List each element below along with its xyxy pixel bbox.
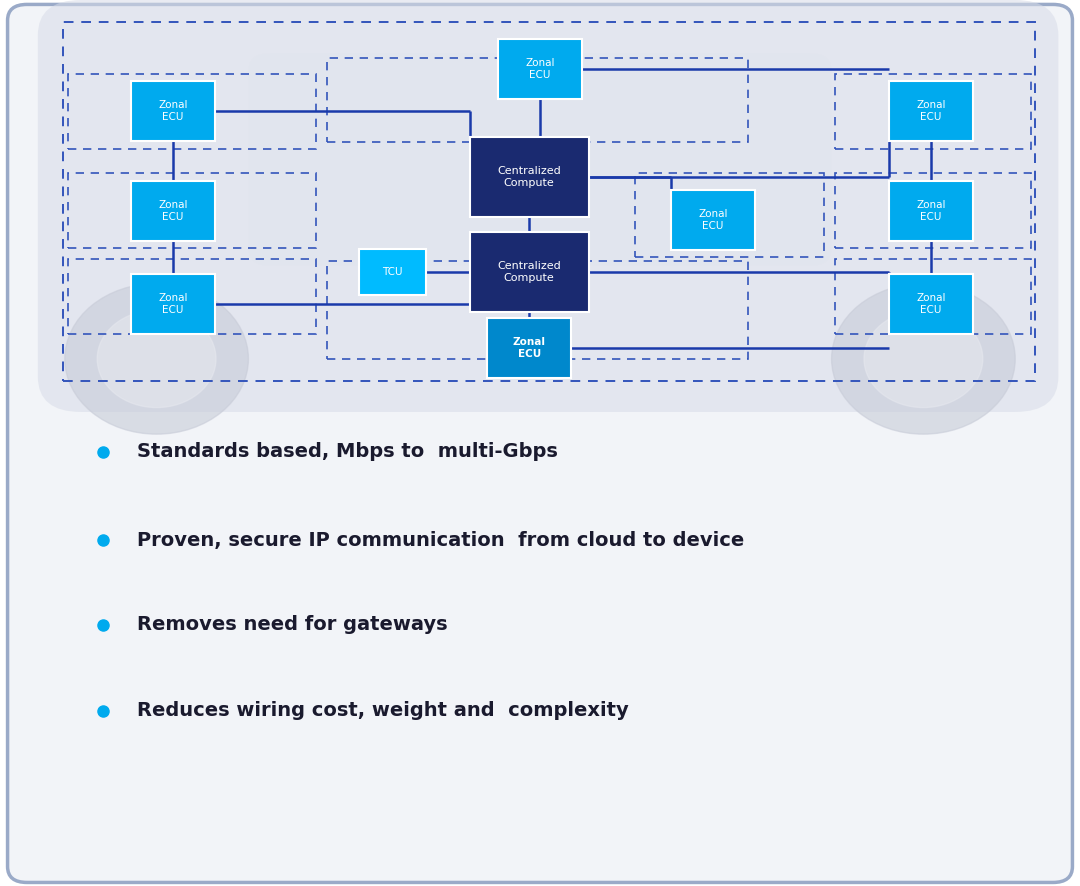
FancyBboxPatch shape	[889, 81, 973, 141]
Text: Zonal
ECU: Zonal ECU	[916, 200, 946, 222]
Bar	[63, 22, 1035, 381]
FancyBboxPatch shape	[38, 0, 1058, 412]
Text: Zonal
ECU: Zonal ECU	[698, 209, 728, 230]
Bar	[327, 261, 748, 359]
FancyBboxPatch shape	[131, 81, 215, 141]
Bar	[835, 173, 1031, 248]
Text: Standards based, Mbps to  multi-Gbps: Standards based, Mbps to multi-Gbps	[137, 442, 558, 462]
Text: TCU: TCU	[382, 267, 402, 277]
FancyBboxPatch shape	[359, 249, 426, 295]
FancyBboxPatch shape	[487, 318, 571, 378]
Bar	[327, 58, 748, 142]
Circle shape	[832, 284, 1015, 434]
Circle shape	[97, 310, 216, 408]
FancyBboxPatch shape	[470, 232, 589, 312]
FancyBboxPatch shape	[470, 137, 589, 217]
Bar	[635, 173, 824, 257]
Text: Zonal
ECU: Zonal ECU	[158, 100, 188, 121]
Text: Zonal
ECU: Zonal ECU	[916, 100, 946, 121]
FancyBboxPatch shape	[131, 274, 215, 334]
Text: Zonal
ECU: Zonal ECU	[513, 338, 545, 359]
Circle shape	[864, 310, 983, 408]
Text: Zonal
ECU: Zonal ECU	[916, 293, 946, 315]
Text: Removes need for gateways: Removes need for gateways	[137, 615, 448, 634]
Text: Zonal
ECU: Zonal ECU	[525, 58, 555, 80]
FancyBboxPatch shape	[248, 53, 832, 266]
FancyBboxPatch shape	[889, 274, 973, 334]
Text: Reduces wiring cost, weight and  complexity: Reduces wiring cost, weight and complexi…	[137, 701, 629, 720]
FancyBboxPatch shape	[498, 39, 582, 99]
Text: Zonal
ECU: Zonal ECU	[158, 200, 188, 222]
Circle shape	[65, 284, 248, 434]
Bar	[68, 74, 316, 149]
FancyBboxPatch shape	[671, 190, 755, 250]
Bar	[68, 259, 316, 334]
FancyBboxPatch shape	[8, 4, 1072, 882]
Bar	[68, 173, 316, 248]
FancyBboxPatch shape	[131, 181, 215, 241]
Text: Proven, secure IP communication  from cloud to device: Proven, secure IP communication from clo…	[137, 531, 744, 550]
Text: Zonal
ECU: Zonal ECU	[158, 293, 188, 315]
Bar	[835, 74, 1031, 149]
FancyBboxPatch shape	[889, 181, 973, 241]
Bar	[835, 259, 1031, 334]
Text: Centralized
Compute: Centralized Compute	[497, 167, 562, 188]
Text: Centralized
Compute: Centralized Compute	[497, 261, 562, 283]
